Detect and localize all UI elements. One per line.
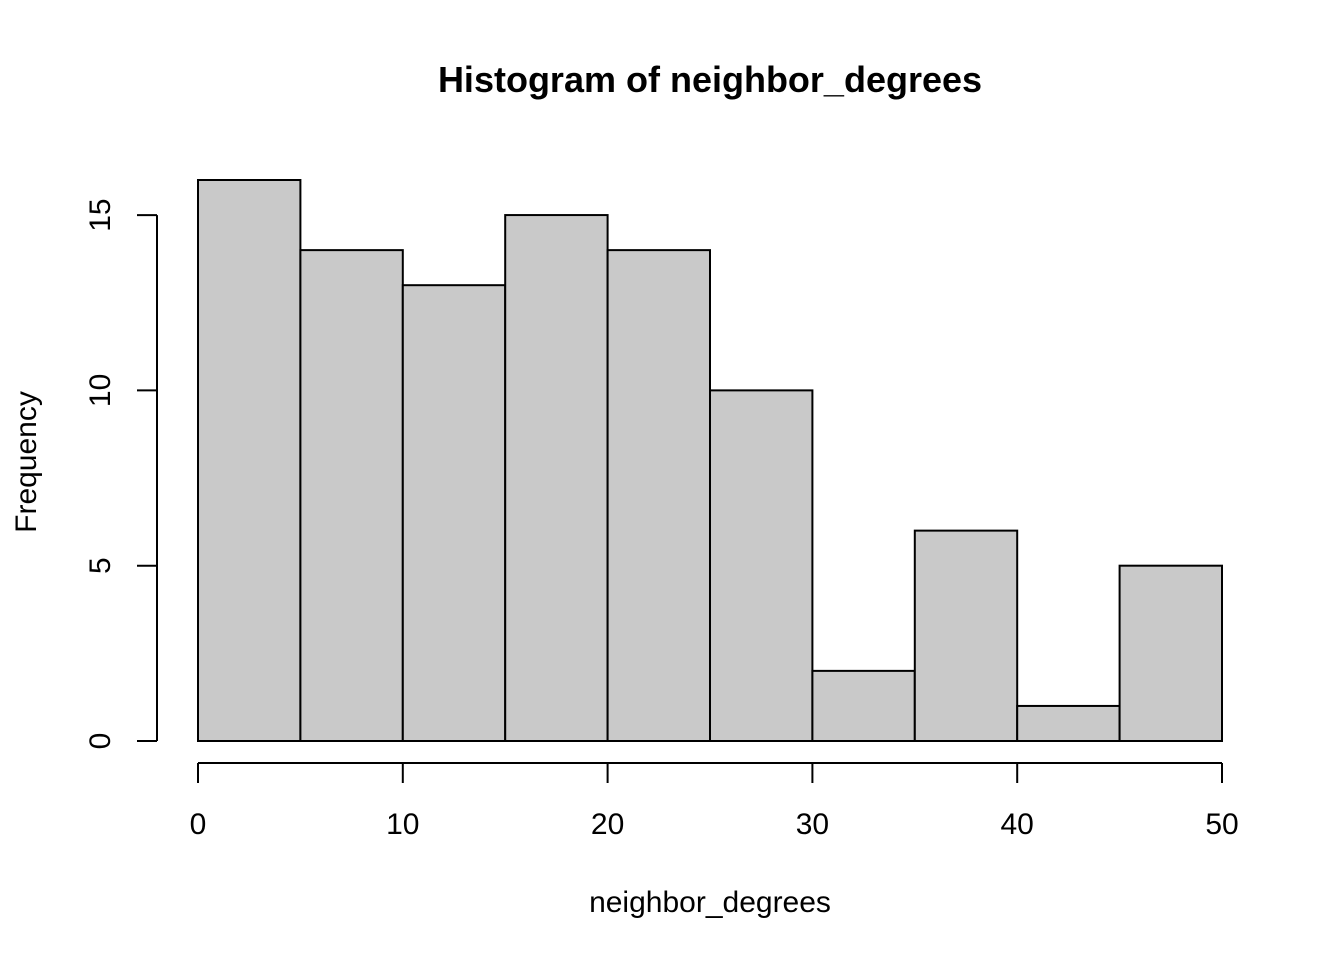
- histogram-bar: [1118, 564, 1223, 742]
- histogram-bar: [606, 249, 711, 742]
- y-tick-label: 15: [84, 198, 117, 231]
- histogram-bar: [504, 214, 609, 742]
- histogram-bar: [1016, 704, 1121, 742]
- y-axis-label: Frequency: [10, 391, 43, 533]
- histogram-bar: [197, 179, 302, 742]
- x-tick-label: 40: [1001, 808, 1034, 841]
- y-tick-label: 0: [84, 733, 117, 750]
- histogram-bar: [709, 389, 814, 742]
- histogram-bar: [401, 284, 507, 742]
- x-axis-label: neighbor_degrees: [589, 886, 831, 919]
- y-tick-label: 10: [84, 374, 117, 407]
- histogram-bar: [913, 529, 1019, 742]
- x-axis: 0 10 20 30 40 50: [190, 762, 1239, 841]
- y-axis: 0 5 10 15: [84, 198, 158, 750]
- histogram-bar: [299, 249, 404, 742]
- x-tick-label: 50: [1205, 808, 1238, 841]
- y-tick-label: 5: [84, 557, 117, 574]
- chart-title: Histogram of neighbor_degrees: [438, 59, 982, 100]
- histogram-bar: [811, 669, 916, 742]
- x-tick-label: 10: [386, 808, 419, 841]
- x-tick-label: 20: [591, 808, 624, 841]
- x-tick-label: 30: [796, 808, 829, 841]
- x-tick-label: 0: [190, 808, 207, 841]
- bars-group: [197, 179, 1223, 742]
